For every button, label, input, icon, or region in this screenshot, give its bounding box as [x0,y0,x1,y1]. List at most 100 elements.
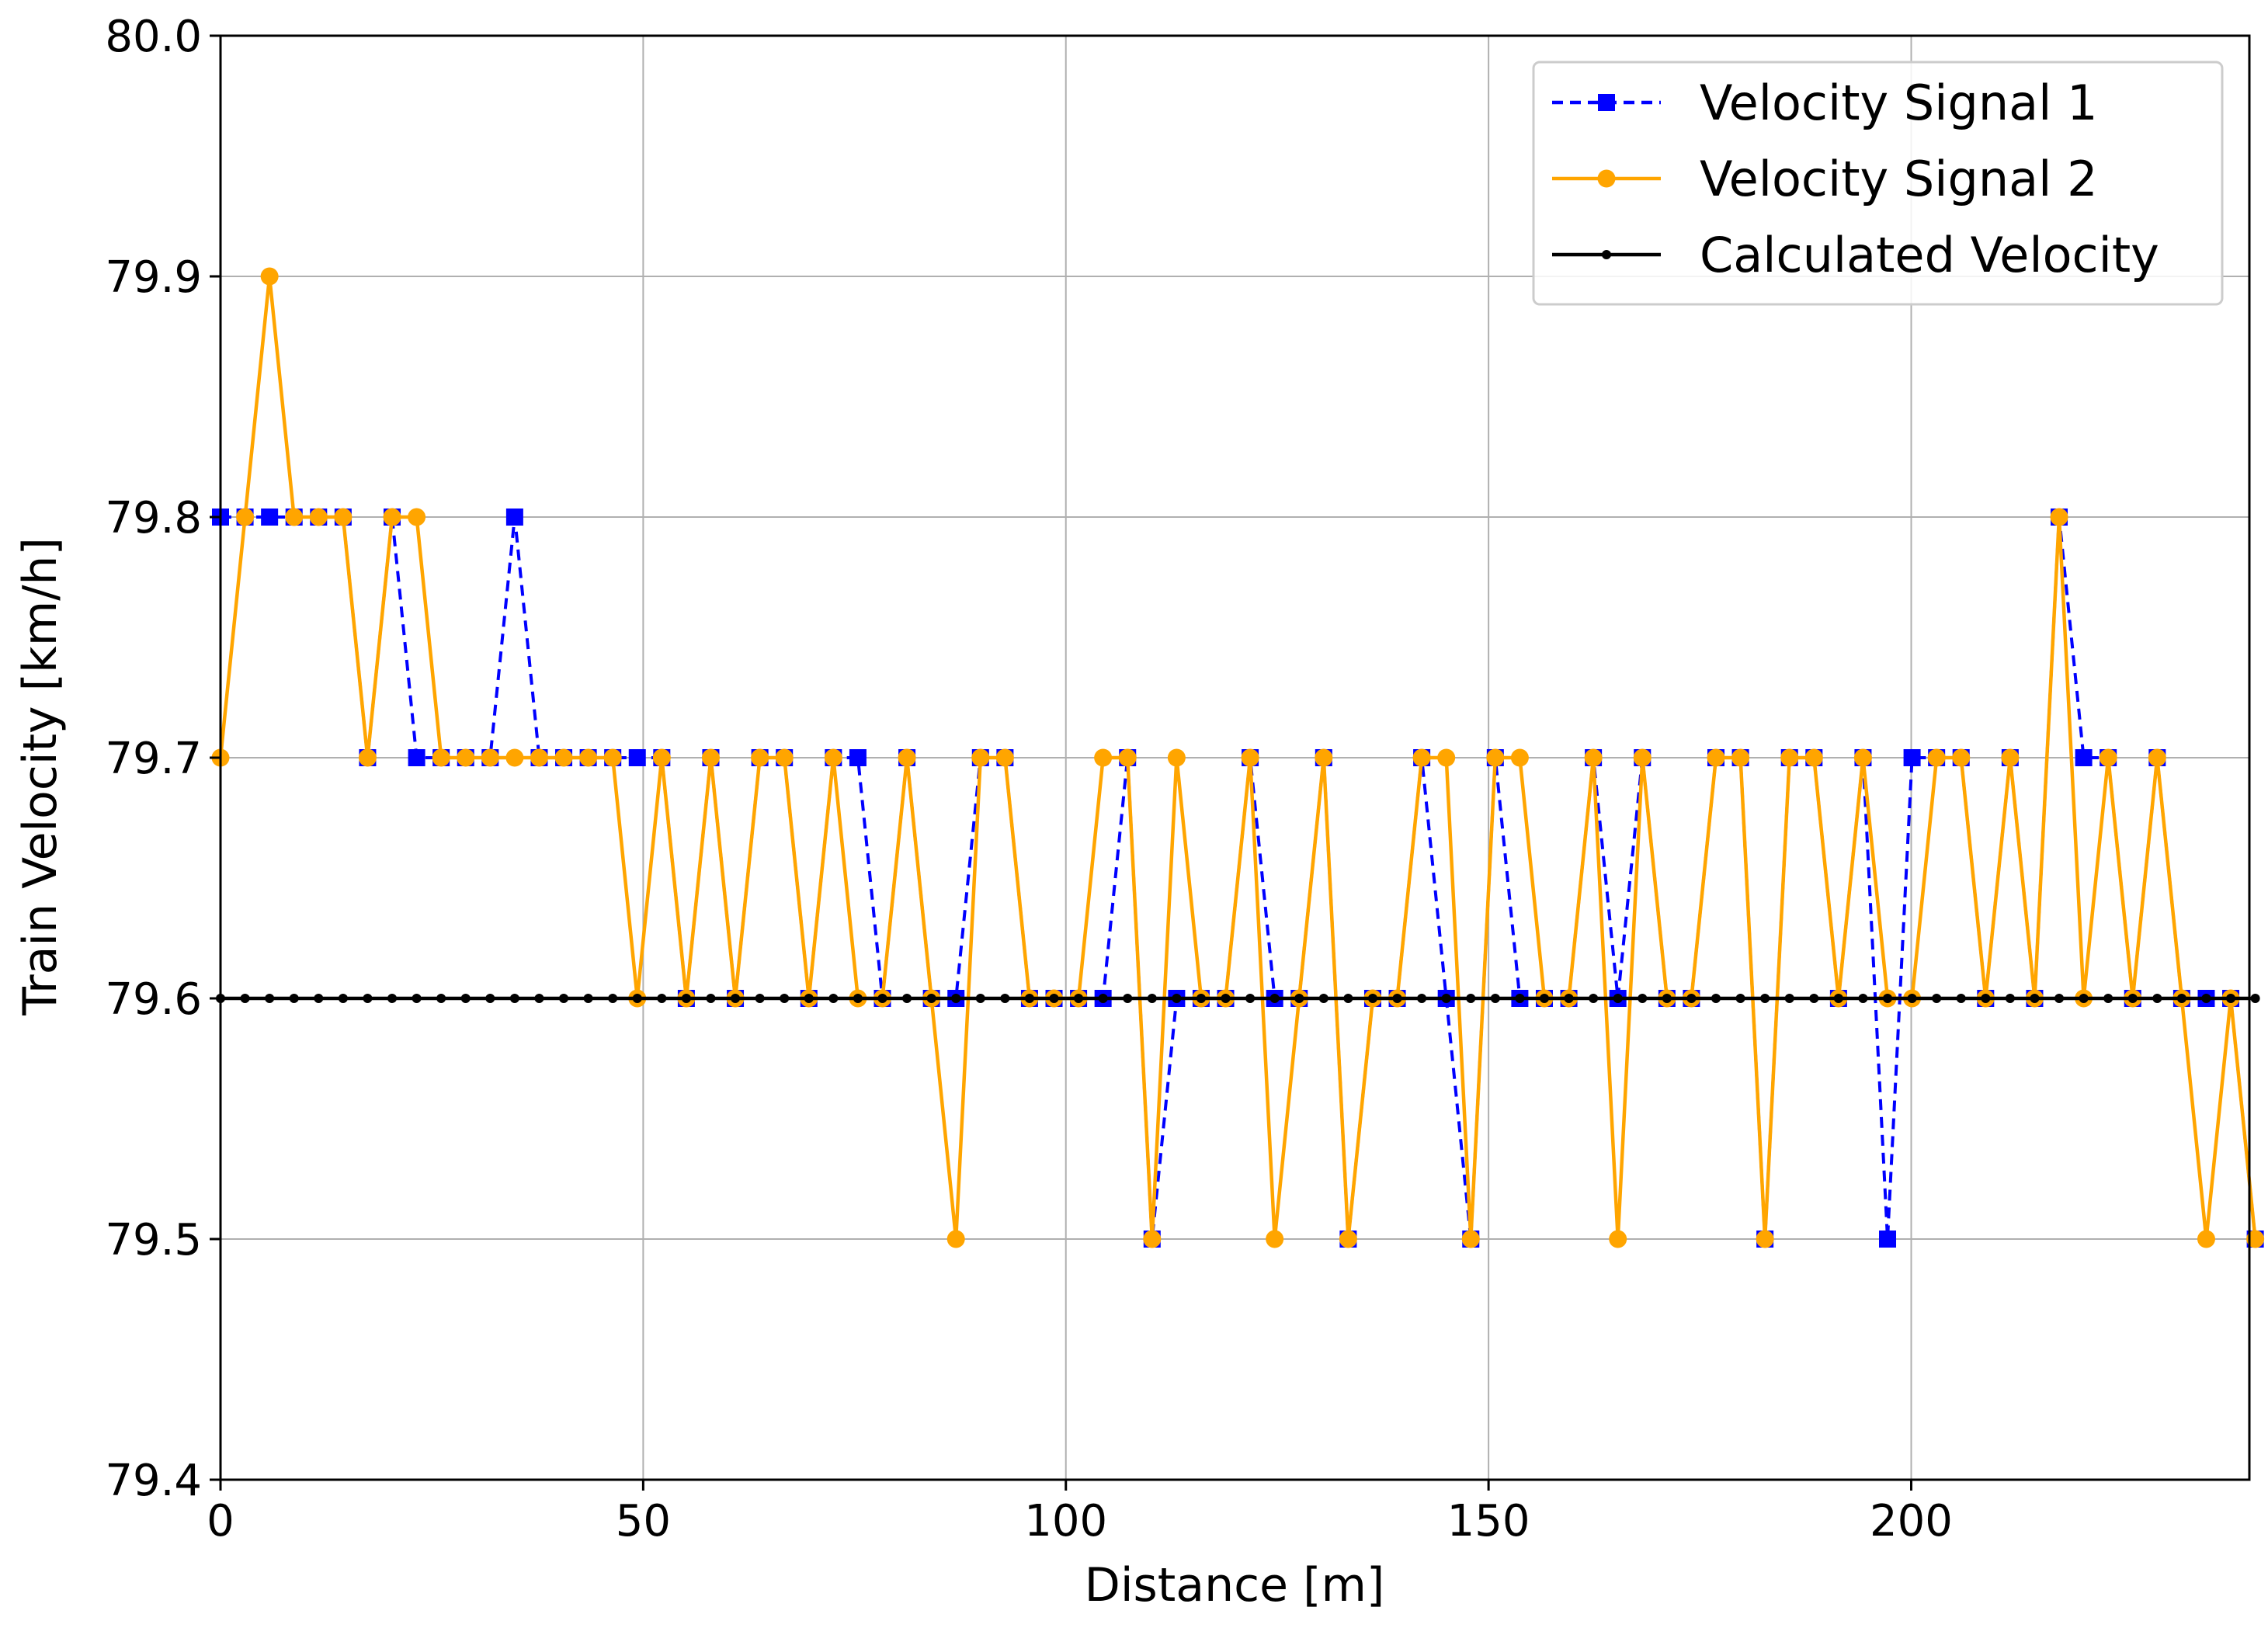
calculated-velocity-point [1613,994,1623,1003]
velocity-signal-2-point [1804,748,1823,767]
velocity-signal-2-point [824,748,842,767]
legend-marker-calculated-velocity [1602,250,1611,259]
calculated-velocity-point [2103,994,2113,1003]
calculated-velocity-point [2127,994,2138,1003]
calculated-velocity-point [632,994,642,1003]
velocity-signal-2-point [898,748,916,767]
velocity-signal-2-point [383,508,401,526]
calculated-velocity-point [1147,994,1157,1003]
velocity-signal-1-point [261,509,279,526]
calculated-velocity-point [1564,994,1574,1003]
calculated-velocity-point [534,994,544,1003]
calculated-velocity-point [1539,994,1549,1003]
velocity-signal-1-point [1903,749,1921,766]
calculated-velocity-point [436,994,446,1003]
velocity-signal-2-point [408,508,426,526]
velocity-signal-2-point [1731,748,1750,767]
y-axis-label: Train Velocity [km/h] [13,537,68,1016]
velocity-signal-2-point [2050,508,2068,526]
calculated-velocity-point [289,994,299,1003]
calculated-velocity-point [853,994,863,1003]
calculated-velocity-point [1932,994,1942,1003]
calculated-velocity-point [975,994,985,1003]
calculated-velocity-point [1809,994,1819,1003]
calculated-velocity-point [755,994,765,1003]
legend-label-calculated-velocity: Calculated Velocity [1700,227,2159,283]
velocity-signal-2-point [505,748,524,767]
velocity-signal-2-point [1266,1230,1284,1248]
x-tick-label: 200 [1870,1496,1953,1546]
legend-label-velocity-signal-1: Velocity Signal 1 [1700,75,2098,131]
calculated-velocity-point [460,994,471,1003]
calculated-velocity-point [731,994,741,1003]
calculated-velocity-point [1686,994,1697,1003]
calculated-velocity-point [2054,994,2065,1003]
velocity-signal-2-point [2197,1230,2215,1248]
velocity-signal-2-point [1952,748,1971,767]
velocity-signal-1-point [628,749,646,766]
legend-box [1532,61,2224,306]
calculated-velocity-point [265,994,275,1003]
velocity-signal-2-point [457,748,475,767]
calculated-velocity-point [1907,994,1917,1003]
velocity-signal-2-point [285,508,304,526]
velocity-signal-2-point [701,748,720,767]
legend: Velocity Signal 1 Velocity Signal 2 Calcul… [1532,61,2224,306]
velocity-signal-2-point [1927,748,1946,767]
y-tick-label: 80.0 [105,12,202,62]
series-group [211,267,2265,1248]
y-tick-label: 79.9 [105,252,202,303]
velocity-signal-2-point [2148,748,2166,767]
calculated-velocity-point [1981,994,1991,1003]
velocity-signal-2-point [1486,748,1505,767]
velocity-signal-2-point [2099,748,2117,767]
x-tick-label: 100 [1024,1496,1107,1546]
calculated-velocity-point [559,994,569,1003]
velocity-signal-2-point [432,748,450,767]
calculated-velocity-point [338,994,348,1003]
calculated-velocity-point [1294,994,1304,1003]
velocity-signal-1-point [2075,749,2093,766]
calculated-velocity-point [2226,994,2236,1003]
y-tick-label: 79.6 [105,974,202,1025]
calculated-velocity-point [780,994,790,1003]
calculated-velocity-point [2079,994,2089,1003]
velocity-signal-2-point [971,748,990,767]
calculated-velocity-point [1098,994,1108,1003]
calculated-velocity-point [804,994,814,1003]
calculated-velocity-point [387,994,398,1003]
velocity-signal-2-point [481,748,499,767]
legend-label-velocity-signal-2: Velocity Signal 2 [1700,151,2098,207]
velocity-signal-2-point [1094,748,1113,767]
calculated-velocity-point [1515,994,1525,1003]
velocity-signal-2-point [1756,1230,1774,1248]
velocity-signal-1-point [849,749,867,766]
x-tick-label: 150 [1447,1496,1530,1546]
legend-marker-velocity-signal-2 [1597,169,1616,188]
calculated-velocity-point [412,994,422,1003]
legend-marker-velocity-signal-1 [1598,94,1615,111]
calculated-velocity-point [1858,994,1868,1003]
velocity-signal-1-point [408,749,425,766]
calculated-velocity-point [877,994,887,1003]
velocity-signal-2-point [1853,748,1872,767]
velocity-signal-2-point [1315,748,1333,767]
calculated-velocity-point [608,994,618,1003]
calculated-velocity-point [1638,994,1648,1003]
velocity-signal-2-point [260,267,279,286]
y-tick-label: 79.5 [105,1215,202,1265]
calculated-velocity-point [1123,994,1133,1003]
velocity-signal-2-point [1118,748,1137,767]
velocity-signal-2-point [1339,1230,1357,1248]
y-tick-label: 79.4 [105,1456,202,1506]
ticks: 0 50 100 150 200 79.4 79.5 79.6 79.7 79.8 79.9 80.0 [105,12,1953,1546]
velocity-signal-2-point [1707,748,1725,767]
calculated-velocity-point [1269,994,1280,1003]
velocity-signal-1-point [1879,1231,1897,1248]
calculated-velocity-point [681,994,691,1003]
velocity-signal-2-point [334,508,353,526]
x-axis-label: Distance [m] [1085,1558,1385,1612]
velocity-signal-2-point [652,748,671,767]
calculated-velocity-point [1074,994,1084,1003]
calculated-velocity-point [951,994,961,1003]
